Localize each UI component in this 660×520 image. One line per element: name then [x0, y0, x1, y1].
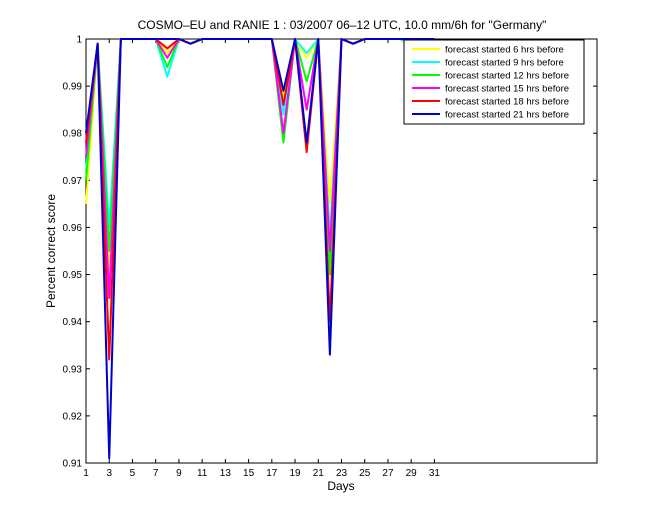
- legend: forecast started 6 hrs before forecast st…: [403, 39, 585, 125]
- chart-title: COSMO–EU and RANIE 1 : 03/2007 06–12 UTC…: [138, 18, 547, 32]
- legend-label-4: forecast started 15 hrs before: [445, 84, 569, 95]
- y-tick-label: 0.99: [63, 82, 83, 93]
- x-axis-label: Days: [327, 479, 354, 493]
- legend-label-3: forecast started 12 hrs before: [445, 71, 569, 82]
- x-tick-label: 11: [197, 468, 208, 479]
- y-tick-label: 0.97: [63, 176, 83, 187]
- x-tick-label: 3: [106, 468, 112, 479]
- legend-label-2: forecast started 9 hrs before: [445, 58, 564, 69]
- y-tick-label: 0.93: [63, 364, 83, 375]
- legend-label-6: forecast started 21 hrs before: [445, 110, 569, 121]
- y-tick-label: 0.94: [63, 317, 83, 328]
- y-tick-label: 1: [76, 35, 82, 46]
- series-line-6: [85, 38, 435, 460]
- y-tick-label: 0.95: [63, 270, 83, 281]
- x-tick-label: 31: [429, 468, 441, 479]
- x-tick-label: 21: [313, 468, 325, 479]
- series-layer: [85, 38, 435, 460]
- x-tick-label: 25: [359, 468, 371, 479]
- y-axis-label: Percent correct score: [44, 194, 58, 308]
- x-tick-label: 27: [382, 468, 394, 479]
- x-tick-label: 5: [130, 468, 136, 479]
- x-tick-label: 29: [406, 468, 418, 479]
- y-axis: 0.91 0.92 0.93 0.94 0.95 0.96 0.97 0.98 0.99 1: [63, 35, 597, 470]
- x-tick-label: 1: [83, 468, 89, 479]
- y-tick-label: 0.92: [63, 411, 83, 422]
- legend-label-5: forecast started 18 hrs before: [445, 97, 569, 108]
- x-tick-label: 23: [336, 468, 348, 479]
- x-tick-label: 9: [176, 468, 182, 479]
- legend-box: [403, 39, 585, 125]
- x-tick-label: 19: [289, 468, 301, 479]
- x-tick-label: 7: [153, 468, 159, 479]
- x-tick-label: 17: [266, 468, 278, 479]
- legend-label-1: forecast started 6 hrs before: [445, 45, 564, 56]
- x-tick-label: 15: [243, 468, 255, 479]
- y-tick-label: 0.91: [63, 459, 83, 470]
- y-tick-label: 0.96: [63, 223, 83, 234]
- y-tick-label: 0.98: [63, 129, 83, 140]
- x-tick-label: 13: [220, 468, 232, 479]
